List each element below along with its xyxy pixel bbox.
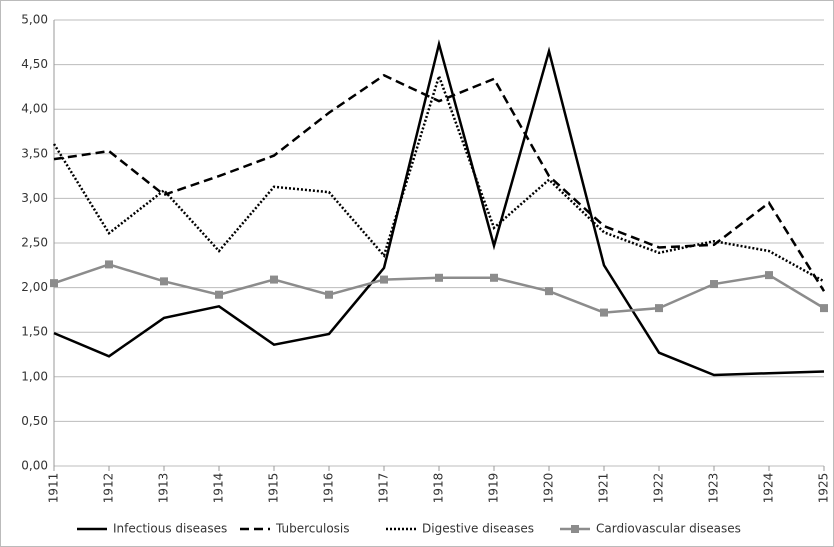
- marker: [600, 308, 608, 317]
- legend-label: Tuberculosis: [275, 522, 350, 536]
- series-line: [53, 73, 826, 292]
- series-line: [52, 72, 825, 283]
- marker: [490, 273, 498, 282]
- marker: [655, 304, 663, 313]
- y-tick-label: 1,00: [21, 369, 48, 383]
- x-tick-label: 1921: [597, 473, 611, 504]
- y-tick-label: 3,50: [21, 146, 48, 160]
- x-tick-label: 1916: [322, 473, 336, 504]
- marker: [710, 280, 718, 289]
- legend-label: Cardiovascular diseases: [596, 522, 741, 536]
- marker: [105, 260, 113, 269]
- x-tick-label: 1924: [762, 473, 776, 504]
- marker: [215, 290, 223, 299]
- y-tick-label: 5,00: [21, 13, 48, 27]
- legend-marker: [571, 525, 579, 533]
- y-tick-label: 2,50: [21, 236, 48, 250]
- marker: [160, 277, 168, 286]
- legend-label: Digestive diseases: [422, 522, 534, 536]
- legend-label: Infectious diseases: [113, 522, 227, 536]
- x-tick-label: 1922: [652, 473, 666, 504]
- y-tick-label: 0,00: [21, 459, 48, 473]
- y-tick-label: 3,00: [21, 191, 48, 205]
- x-tick-label: 1918: [432, 473, 446, 504]
- marker: [820, 304, 828, 313]
- y-tick-label: 2,00: [21, 280, 48, 294]
- marker: [545, 287, 553, 296]
- marker: [380, 275, 388, 284]
- series-line: [53, 39, 825, 377]
- y-tick-label: 4,00: [21, 102, 48, 116]
- marker: [765, 271, 773, 280]
- marker: [50, 279, 58, 288]
- x-tick-label: 1915: [267, 473, 281, 504]
- y-tick-label: 1,50: [21, 325, 48, 339]
- x-tick-label: 1911: [47, 473, 61, 504]
- x-tick-label: 1917: [377, 473, 391, 504]
- x-tick-label: 1919: [487, 473, 501, 504]
- x-tick-label: 1912: [102, 473, 116, 504]
- x-tick-label: 1925: [817, 473, 831, 504]
- x-tick-label: 1914: [212, 473, 226, 504]
- y-tick-label: 4,50: [21, 57, 48, 71]
- x-tick-label: 1920: [542, 473, 556, 504]
- marker: [270, 275, 278, 284]
- y-tick-label: 0,50: [21, 414, 48, 428]
- x-tick-label: 1923: [707, 473, 721, 504]
- marker: [435, 273, 443, 282]
- marker: [325, 290, 333, 299]
- x-tick-label: 1913: [157, 473, 171, 504]
